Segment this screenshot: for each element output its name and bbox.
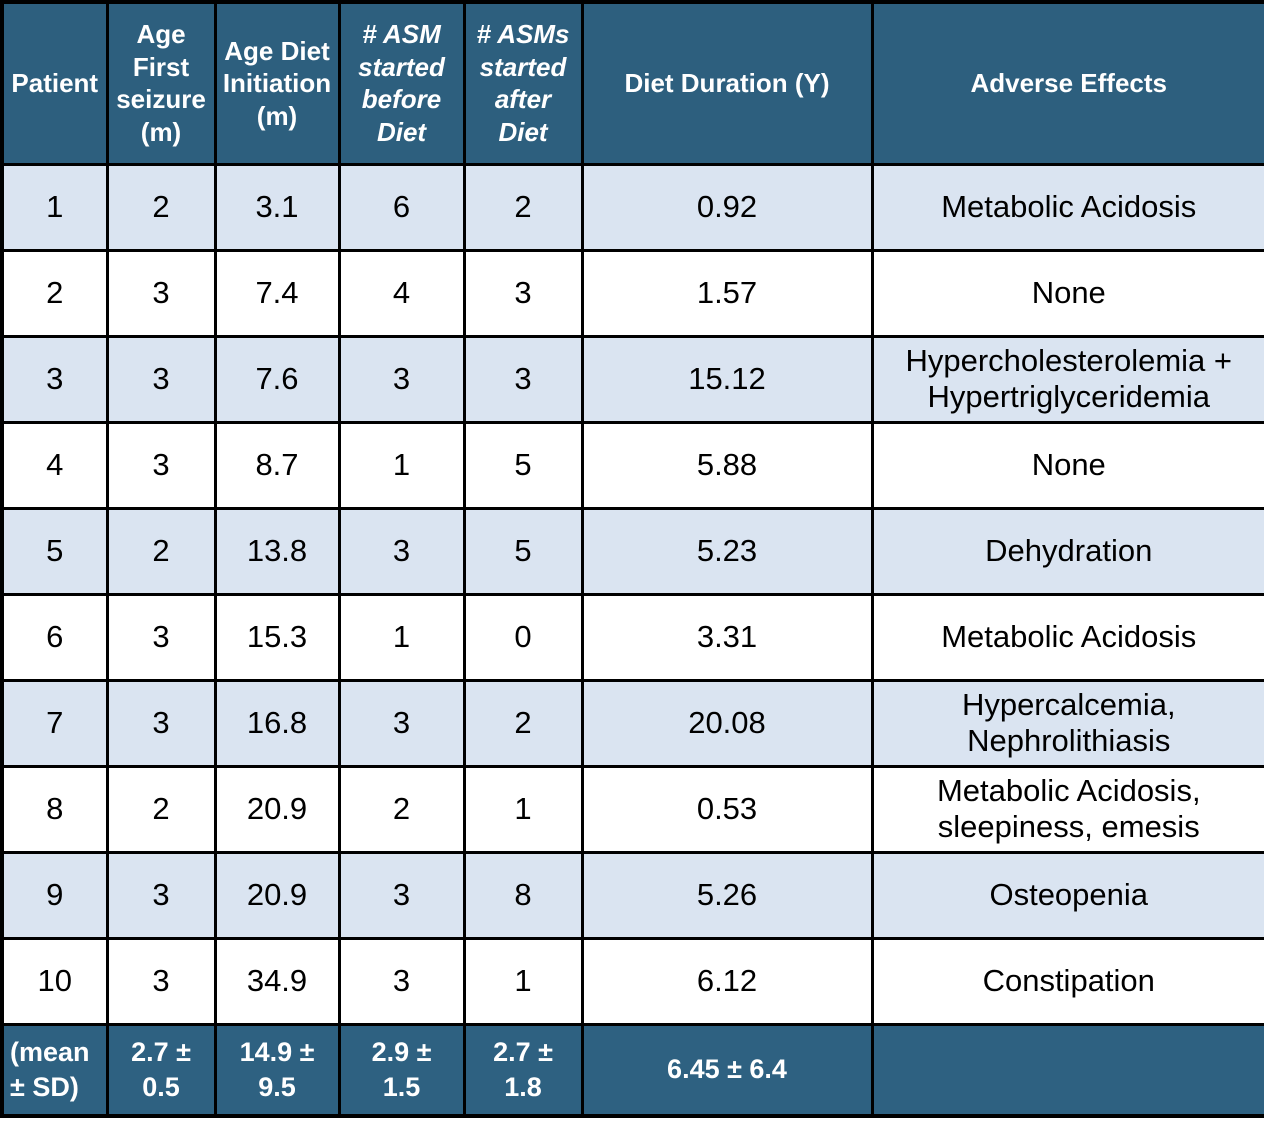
cell-asm-before-diet: 3: [337, 678, 466, 768]
cell-age-diet-initiation: 16.8: [213, 678, 341, 768]
cell-age-first-seizure: 3: [105, 592, 217, 682]
summary-diet-duration: 6.45 ± 6.4: [580, 1022, 874, 1118]
cell-asms-after-diet: 0: [462, 592, 584, 682]
cell-age-diet-initiation: 20.9: [213, 850, 341, 940]
table-row: 2 3 7.4 4 3 1.57 None: [0, 248, 1264, 338]
cell-age-first-seizure: 2: [105, 506, 217, 596]
cell-diet-duration: 20.08: [580, 678, 874, 768]
cell-diet-duration: 0.92: [580, 162, 874, 252]
cell-diet-duration: 3.31: [580, 592, 874, 682]
cell-patient: 1: [0, 162, 109, 252]
column-header-patient: Patient: [0, 0, 109, 166]
cell-asm-before-diet: 3: [337, 936, 466, 1026]
cell-diet-duration: 5.26: [580, 850, 874, 940]
cell-adverse-effects: Metabolic Acidosis: [870, 592, 1264, 682]
cell-patient: 8: [0, 764, 109, 854]
cell-adverse-effects: Osteopenia: [870, 850, 1264, 940]
cell-asms-after-diet: 3: [462, 248, 584, 338]
cell-patient: 10: [0, 936, 109, 1026]
cell-diet-duration: 5.88: [580, 420, 874, 510]
cell-diet-duration: 15.12: [580, 334, 874, 424]
cell-asms-after-diet: 1: [462, 764, 584, 854]
summary-age-first-seizure: 2.7 ± 0.5: [105, 1022, 217, 1118]
cell-asms-after-diet: 3: [462, 334, 584, 424]
cell-age-diet-initiation: 13.8: [213, 506, 341, 596]
header-row: Patient Age First seizure (m) Age Diet I…: [0, 0, 1264, 166]
cell-age-first-seizure: 3: [105, 850, 217, 940]
cell-adverse-effects: None: [870, 420, 1264, 510]
cell-age-diet-initiation: 20.9: [213, 764, 341, 854]
cell-age-diet-initiation: 15.3: [213, 592, 341, 682]
cell-asms-after-diet: 2: [462, 162, 584, 252]
column-header-asms-after-diet: # ASMs started after Diet: [462, 0, 584, 166]
cell-adverse-effects: Hypercholesterolemia + Hypertriglyceride…: [870, 334, 1264, 424]
table-row: 8 2 20.9 2 1 0.53 Metabolic Acidosis, sl…: [0, 764, 1264, 854]
cell-patient: 6: [0, 592, 109, 682]
column-header-age-diet-initiation: Age Diet Initiation (m): [213, 0, 341, 166]
cell-age-first-seizure: 3: [105, 936, 217, 1026]
cell-asm-before-diet: 4: [337, 248, 466, 338]
cell-asms-after-diet: 1: [462, 936, 584, 1026]
cell-patient: 5: [0, 506, 109, 596]
table-row: 6 3 15.3 1 0 3.31 Metabolic Acidosis: [0, 592, 1264, 682]
column-header-asm-before-diet: # ASM started before Diet: [337, 0, 466, 166]
cell-patient: 7: [0, 678, 109, 768]
table-row: 3 3 7.6 3 3 15.12 Hypercholesterolemia +…: [0, 334, 1264, 424]
cell-age-diet-initiation: 34.9: [213, 936, 341, 1026]
cell-asms-after-diet: 5: [462, 420, 584, 510]
cell-adverse-effects: None: [870, 248, 1264, 338]
cell-adverse-effects: Dehydration: [870, 506, 1264, 596]
cell-asms-after-diet: 5: [462, 506, 584, 596]
cell-asm-before-diet: 2: [337, 764, 466, 854]
cell-diet-duration: 5.23: [580, 506, 874, 596]
cell-asm-before-diet: 3: [337, 506, 466, 596]
summary-age-diet-initiation: 14.9 ± 9.5: [213, 1022, 341, 1118]
summary-adverse-effects: [870, 1022, 1264, 1118]
summary-row: (mean ± SD) 2.7 ± 0.5 14.9 ± 9.5 2.9 ± 1…: [0, 1022, 1264, 1118]
cell-adverse-effects: Metabolic Acidosis, sleepiness, emesis: [870, 764, 1264, 854]
cell-adverse-effects: Constipation: [870, 936, 1264, 1026]
cell-age-first-seizure: 2: [105, 162, 217, 252]
cell-asms-after-diet: 2: [462, 678, 584, 768]
cell-asms-after-diet: 8: [462, 850, 584, 940]
summary-asm-before-diet: 2.9 ± 1.5: [337, 1022, 466, 1118]
cell-age-first-seizure: 3: [105, 334, 217, 424]
cell-age-diet-initiation: 7.4: [213, 248, 341, 338]
cell-asm-before-diet: 1: [337, 592, 466, 682]
cell-age-first-seizure: 3: [105, 420, 217, 510]
table-row: 5 2 13.8 3 5 5.23 Dehydration: [0, 506, 1264, 596]
table-row: 4 3 8.7 1 5 5.88 None: [0, 420, 1264, 510]
table-row: 10 3 34.9 3 1 6.12 Constipation: [0, 936, 1264, 1026]
cell-age-diet-initiation: 7.6: [213, 334, 341, 424]
cell-asm-before-diet: 3: [337, 850, 466, 940]
cell-adverse-effects: Metabolic Acidosis: [870, 162, 1264, 252]
cell-asm-before-diet: 6: [337, 162, 466, 252]
cell-diet-duration: 6.12: [580, 936, 874, 1026]
cell-age-diet-initiation: 3.1: [213, 162, 341, 252]
cell-asm-before-diet: 1: [337, 420, 466, 510]
cell-patient: 9: [0, 850, 109, 940]
cell-age-first-seizure: 3: [105, 248, 217, 338]
summary-label: (mean ± SD): [0, 1022, 109, 1118]
cell-age-diet-initiation: 8.7: [213, 420, 341, 510]
cell-patient: 4: [0, 420, 109, 510]
cell-age-first-seizure: 3: [105, 678, 217, 768]
column-header-age-first-seizure: Age First seizure (m): [105, 0, 217, 166]
table-row: 7 3 16.8 3 2 20.08 Hypercalcemia, Nephro…: [0, 678, 1264, 768]
table-row: 1 2 3.1 6 2 0.92 Metabolic Acidosis: [0, 162, 1264, 252]
table-row: 9 3 20.9 3 8 5.26 Osteopenia: [0, 850, 1264, 940]
column-header-diet-duration: Diet Duration (Y): [580, 0, 874, 166]
cell-diet-duration: 0.53: [580, 764, 874, 854]
cell-adverse-effects: Hypercalcemia, Nephrolithiasis: [870, 678, 1264, 768]
cell-patient: 2: [0, 248, 109, 338]
cell-diet-duration: 1.57: [580, 248, 874, 338]
summary-asms-after-diet: 2.7 ± 1.8: [462, 1022, 584, 1118]
cell-age-first-seizure: 2: [105, 764, 217, 854]
cell-patient: 3: [0, 334, 109, 424]
cell-asm-before-diet: 3: [337, 334, 466, 424]
column-header-adverse-effects: Adverse Effects: [870, 0, 1264, 166]
